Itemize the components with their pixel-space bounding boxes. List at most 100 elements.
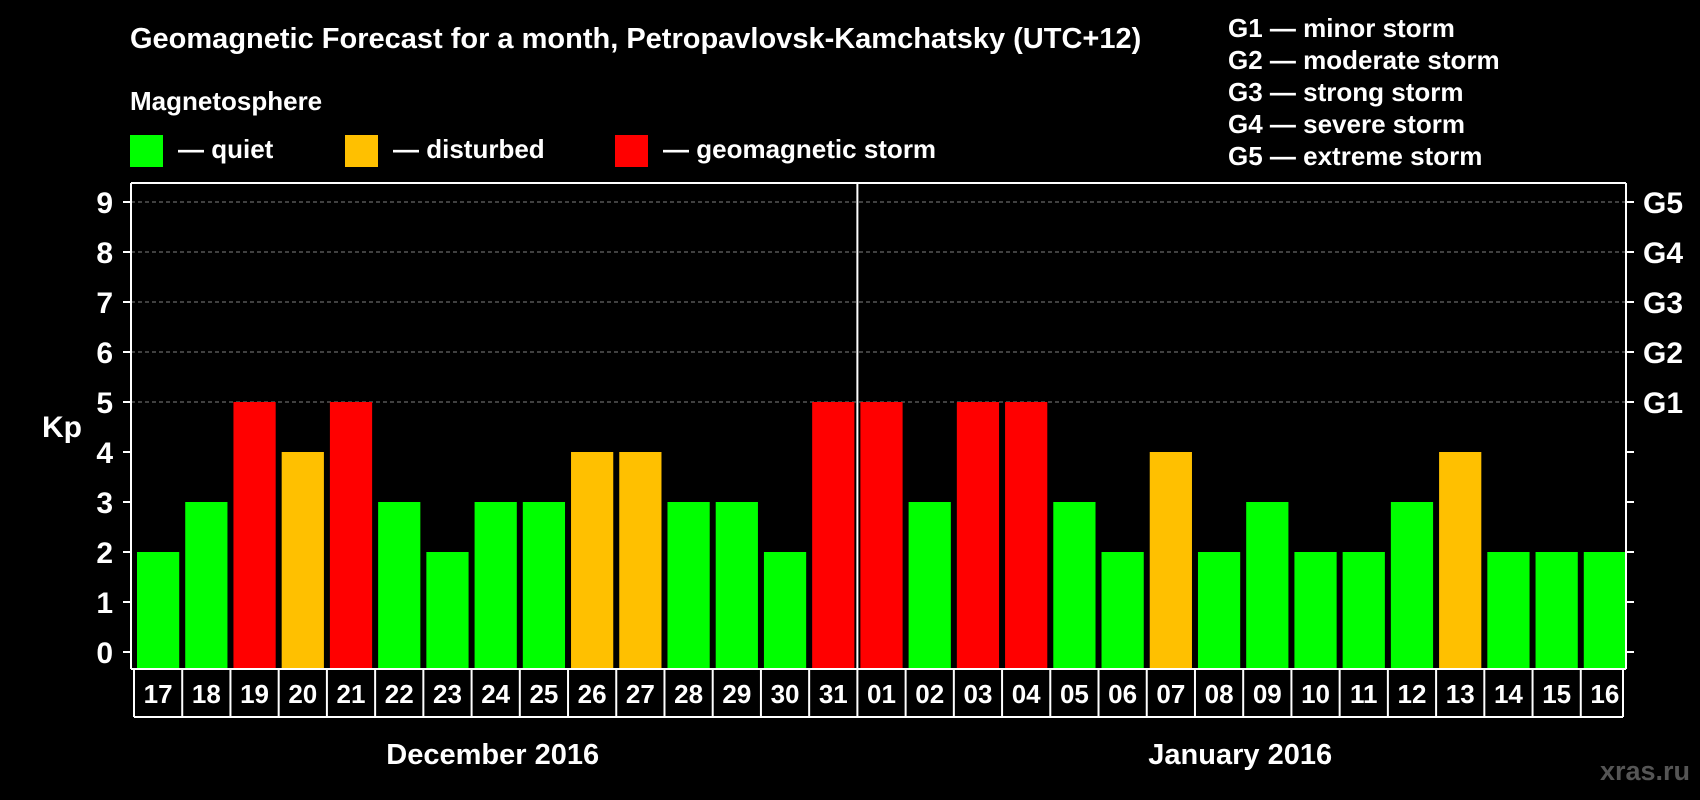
date-label: 07: [1156, 679, 1185, 709]
date-label: 18: [192, 679, 221, 709]
date-label: 31: [819, 679, 848, 709]
bar-29: [715, 502, 758, 669]
bar-11: [1342, 552, 1385, 669]
bar-27: [619, 452, 662, 669]
y-tick-label: 2: [96, 537, 113, 570]
y-tick-label: 4: [96, 437, 113, 470]
axes: 0 1 2 3 4 5 6 7 8 9 G1 G2 G3 G4 G5: [96, 182, 1683, 670]
date-label: 04: [1012, 679, 1041, 709]
legend-label-quiet: — quiet: [178, 134, 274, 164]
chart-title: Geomagnetic Forecast for a month, Petrop…: [130, 23, 1141, 55]
bar-14: [1487, 552, 1530, 669]
date-label: 13: [1446, 679, 1475, 709]
y-tick-label: 7: [96, 287, 113, 320]
date-label: 08: [1205, 679, 1234, 709]
date-label: 21: [337, 679, 366, 709]
date-label: 16: [1590, 679, 1619, 709]
storm-legend-item: G3 — strong storm: [1228, 77, 1463, 107]
y-tick-label: 6: [96, 337, 113, 370]
date-label: 17: [144, 679, 173, 709]
bar-18: [185, 502, 228, 669]
date-label: 02: [915, 679, 944, 709]
y-tick-label: 8: [96, 237, 113, 270]
bar-20: [281, 452, 324, 669]
bar-02: [908, 502, 951, 669]
bar-25: [522, 502, 566, 669]
legend-swatch-disturbed: [345, 135, 378, 167]
g-level-label: G4: [1643, 237, 1683, 270]
date-label: 11: [1350, 679, 1378, 709]
legend-label-disturbed: — disturbed: [393, 134, 545, 164]
date-label: 05: [1060, 679, 1089, 709]
bar-26: [571, 452, 614, 669]
date-label: 27: [626, 679, 655, 709]
date-label: 26: [578, 679, 607, 709]
bar-28: [667, 502, 710, 669]
bar-19: [233, 402, 276, 669]
bar-10: [1294, 552, 1337, 669]
watermark: xras.ru: [1600, 756, 1690, 786]
bar-04: [1005, 402, 1048, 669]
bars-group: [137, 402, 1626, 669]
month-label: December 2016: [386, 739, 599, 771]
date-label: 01: [867, 679, 896, 709]
date-label: 25: [529, 679, 558, 709]
date-label: 12: [1398, 679, 1427, 709]
y-tick-label: 9: [96, 187, 113, 220]
bar-23: [426, 552, 469, 669]
bar-07: [1149, 452, 1192, 669]
date-label: 20: [288, 679, 317, 709]
storm-legend-item: G5 — extreme storm: [1228, 141, 1482, 171]
bar-01: [860, 402, 903, 669]
date-label: 09: [1253, 679, 1282, 709]
g-level-label: G3: [1643, 287, 1683, 320]
bar-16: [1583, 552, 1626, 669]
bar-30: [763, 552, 807, 669]
date-label: 06: [1108, 679, 1137, 709]
y-tick-label: 5: [96, 387, 113, 420]
date-label: 22: [385, 679, 414, 709]
y-tick-label: 3: [96, 487, 113, 520]
date-label: 30: [771, 679, 800, 709]
storm-legend-item: G4 — severe storm: [1228, 109, 1465, 139]
bar-09: [1246, 502, 1289, 669]
date-label: 24: [481, 679, 510, 709]
y-axis-label: Kp: [42, 411, 82, 444]
g-level-label: G5: [1643, 187, 1683, 220]
bar-15: [1535, 552, 1578, 669]
bar-06: [1101, 552, 1144, 669]
legend-title: Magnetosphere: [130, 86, 322, 116]
bar-21: [329, 402, 373, 669]
date-label: 19: [240, 679, 269, 709]
bar-13: [1439, 452, 1482, 669]
month-label: January 2016: [1148, 739, 1332, 771]
date-label: 15: [1542, 679, 1571, 709]
month-labels: December 2016 January 2016: [386, 739, 1332, 771]
bar-12: [1390, 502, 1434, 669]
g-level-label: G2: [1643, 337, 1683, 370]
date-label: 28: [674, 679, 703, 709]
date-label: 29: [722, 679, 751, 709]
legend-label-storm: — geomagnetic storm: [663, 134, 936, 164]
bar-31: [812, 402, 855, 669]
y-tick-label: 1: [96, 587, 113, 620]
storm-legend-item: G1 — minor storm: [1228, 13, 1455, 43]
storm-legend-item: G2 — moderate storm: [1228, 45, 1500, 75]
date-label: 10: [1301, 679, 1330, 709]
legend-swatch-quiet: [130, 135, 163, 167]
bar-24: [474, 502, 517, 669]
bar-05: [1053, 502, 1096, 669]
date-label: 03: [963, 679, 992, 709]
bar-08: [1197, 552, 1241, 669]
date-label: 14: [1494, 679, 1523, 709]
bar-17: [137, 552, 180, 669]
g-level-label: G1: [1643, 387, 1683, 420]
bar-22: [378, 502, 421, 669]
date-axis: 17 18 19 20 21 22 23 24 25 26 27 28 29 30 31 01 02 03 04 05…: [133, 670, 1624, 718]
status-legend: — quiet — disturbed — geomagnetic storm: [130, 134, 936, 167]
y-tick-label: 0: [96, 637, 113, 670]
legend-swatch-storm: [615, 135, 648, 167]
date-label: 23: [433, 679, 462, 709]
